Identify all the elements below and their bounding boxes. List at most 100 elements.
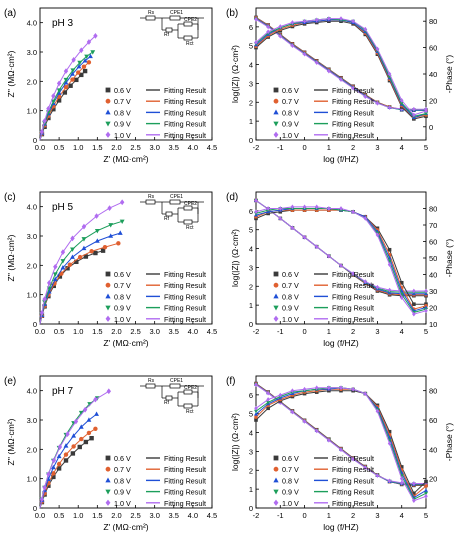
phase-point — [314, 204, 319, 210]
data-point — [108, 223, 114, 228]
circuit-cpe1 — [169, 199, 181, 205]
y-axis-label: Z'' (MΩ·cm²) — [6, 418, 16, 465]
legend-fit-label: Fitting Result — [164, 465, 206, 474]
data-point — [89, 435, 94, 441]
y2-tick-label: 0 — [429, 123, 433, 132]
y-tick-label: 3 — [249, 447, 253, 456]
legend-label: 0.8 V — [114, 108, 131, 117]
y2-tick-label: 50 — [429, 254, 437, 263]
legend-marker — [273, 282, 279, 288]
data-point — [86, 60, 92, 65]
phase-point — [302, 18, 307, 24]
legend-fit-label: Fitting Result — [164, 97, 206, 106]
legend-marker — [273, 271, 279, 277]
magnitude-point — [327, 437, 331, 443]
legend-label: 0.6 V — [282, 86, 299, 95]
phase-point — [278, 392, 283, 398]
y-tick-label: 4 — [249, 429, 253, 438]
y-tick-label: 1.0 — [27, 475, 37, 484]
x-tick-label: 0.0 — [35, 511, 45, 520]
legend-fit-label: Fitting Result — [164, 131, 206, 140]
magnitude-point — [314, 60, 319, 66]
x-axis-label: Z' (MΩ·cm²) — [103, 522, 148, 532]
data-point — [93, 426, 98, 431]
magnitude-point — [290, 409, 295, 415]
phase-point — [424, 108, 428, 114]
phase-point — [302, 204, 307, 210]
fit-line-4 — [39, 390, 110, 509]
phase-point — [266, 206, 270, 211]
data-point — [86, 417, 92, 422]
legend-fit-label: Fitting Result — [332, 315, 374, 324]
phase-point — [399, 295, 404, 300]
legend-label: 0.9 V — [282, 304, 299, 313]
legend-label: 0.7 V — [282, 281, 299, 290]
x-tick-label: 5 — [424, 327, 428, 336]
data-point — [76, 64, 82, 69]
legend-marker — [105, 282, 111, 288]
data-point — [42, 484, 47, 491]
phase-point — [363, 391, 368, 396]
circuit-label: Rf — [164, 400, 170, 406]
x-tick-label: 2.5 — [130, 511, 140, 520]
legend-marker — [105, 489, 111, 495]
x-tick-label: 3.5 — [169, 143, 179, 152]
data-point — [42, 118, 47, 124]
x-tick-label: 3.0 — [149, 327, 159, 336]
magnitude-point — [363, 465, 368, 470]
phase-point — [412, 311, 416, 317]
phase-point — [254, 418, 258, 422]
y-tick-label: 3.0 — [27, 232, 37, 241]
x-tick-label: 3.0 — [149, 511, 159, 520]
legend-marker — [273, 293, 279, 299]
y-axis-label: log(|Z|) (Ω·cm²) — [230, 45, 240, 103]
y2-tick-label: 80 — [429, 387, 437, 396]
legend-fit-label: Fitting Result — [164, 488, 206, 497]
circuit-resistor-rs — [145, 383, 156, 389]
y-tick-label: 2.0 — [27, 261, 37, 270]
legend-label: 0.7 V — [114, 97, 131, 106]
phase-point — [424, 491, 428, 496]
data-point — [62, 90, 68, 95]
y2-tick-label: 80 — [429, 205, 437, 214]
y-tick-label: 1 — [249, 117, 253, 126]
data-point — [71, 57, 76, 63]
data-point — [88, 53, 93, 59]
x-tick-label: 2.0 — [111, 511, 121, 520]
data-point — [63, 458, 69, 463]
x-tick-label: -1 — [277, 327, 284, 336]
x-tick-label: 1.0 — [73, 327, 83, 336]
y-tick-label: 3 — [249, 263, 253, 272]
data-point — [46, 483, 51, 488]
phase-point — [339, 16, 343, 21]
circuit-cpe1 — [169, 15, 181, 21]
magnitude-point — [351, 85, 355, 91]
legend-marker — [273, 499, 279, 506]
magnitude-point — [412, 106, 416, 112]
phase-point — [424, 488, 428, 492]
data-point — [39, 309, 45, 316]
nyquist-panel-e: 0.0 0.5 1.0 1.5 2.0 2.5 3.0 3.5 4.0 4.5 0 1.0 2.0 3.0… — [4, 375, 217, 532]
data-point — [52, 276, 58, 282]
circuit-label: Rf — [164, 216, 170, 222]
legend-fit-label: Fitting Result — [164, 120, 206, 129]
y-tick-label: 0 — [249, 320, 253, 329]
x-tick-label: 3.5 — [169, 511, 179, 520]
legend-marker — [105, 466, 111, 472]
data-point — [51, 474, 56, 480]
legend-label: 0.8 V — [114, 292, 131, 301]
circuit-label: Rs — [148, 378, 155, 384]
legend-fit-label: Fitting Result — [164, 499, 206, 508]
magnitude-point — [302, 419, 307, 424]
magnitude-point — [254, 16, 258, 22]
x-axis-label: log (f/HZ) — [323, 338, 359, 348]
legend-marker — [105, 109, 111, 115]
legend-label: 0.8 V — [282, 108, 299, 117]
circuit-label: CPE2 — [184, 17, 197, 23]
magnitude-point — [254, 382, 258, 388]
legend-fit-label: Fitting Result — [332, 454, 374, 463]
data-point — [78, 410, 84, 416]
legend-label: 0.9 V — [114, 120, 131, 129]
y-tick-label: 1.0 — [27, 291, 37, 300]
